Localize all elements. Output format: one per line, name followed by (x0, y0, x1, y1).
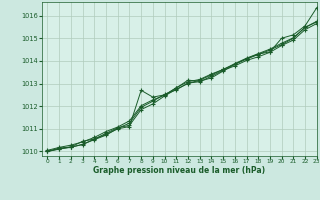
X-axis label: Graphe pression niveau de la mer (hPa): Graphe pression niveau de la mer (hPa) (93, 166, 265, 175)
